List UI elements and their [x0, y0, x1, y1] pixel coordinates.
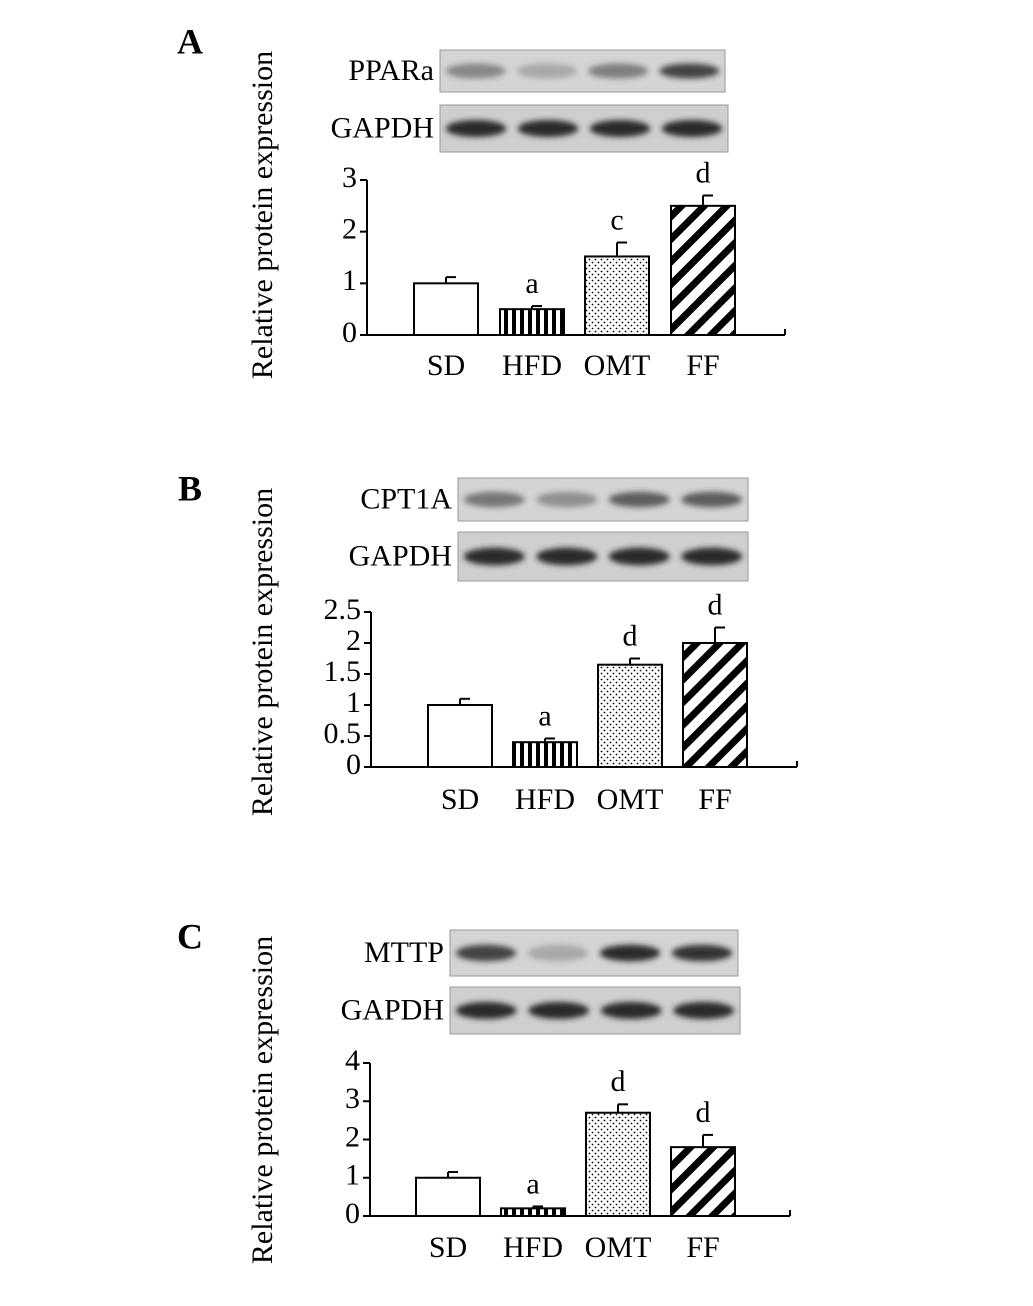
bar — [585, 1111, 651, 1217]
blot-band — [517, 120, 579, 137]
y-axis-title: Relative protein expression — [246, 488, 279, 816]
significance-label: a — [525, 267, 538, 300]
blot-band — [673, 1002, 735, 1019]
bar — [427, 704, 493, 768]
panel-label: A — [177, 21, 203, 61]
y-tick-label: 2.5 — [324, 593, 362, 626]
blot-label: GAPDH — [341, 993, 444, 1026]
blot-band — [681, 491, 743, 508]
blot-band — [608, 491, 670, 508]
blot-band — [600, 1002, 662, 1019]
blot-band — [455, 944, 517, 962]
blot-band — [661, 120, 723, 137]
significance-label: d — [696, 156, 711, 189]
blot-band — [671, 944, 733, 962]
bar — [670, 1146, 736, 1218]
significance-label: d — [708, 588, 723, 621]
x-tick-label: FF — [686, 349, 719, 382]
y-tick-label: 2 — [345, 1120, 360, 1153]
blot-label: CPT1A — [360, 482, 452, 515]
y-tick-label: 1 — [342, 264, 357, 297]
y-tick-label: 1 — [345, 1159, 360, 1192]
y-axis-title: Relative protein expression — [246, 51, 279, 379]
x-tick-label: SD — [429, 1231, 467, 1264]
x-tick-label: OMT — [585, 1231, 652, 1264]
y-tick-label: 0.5 — [324, 717, 362, 750]
bar — [413, 282, 479, 337]
panel-label: B — [178, 468, 202, 508]
bar — [597, 663, 663, 769]
bar — [682, 642, 748, 768]
blot-band — [463, 491, 525, 508]
x-tick-label: OMT — [597, 783, 664, 816]
blot-band — [599, 944, 661, 962]
panel-label: C — [177, 916, 203, 956]
y-tick-label: 0 — [342, 316, 357, 349]
bar — [584, 255, 650, 337]
blot-band — [516, 63, 577, 79]
y-tick-label: 0 — [345, 1197, 360, 1230]
blot-label: MTTP — [364, 936, 444, 969]
y-tick-label: 3 — [342, 161, 357, 194]
blot-band — [536, 547, 598, 566]
x-tick-label: FF — [698, 783, 731, 816]
significance-label: a — [526, 1167, 539, 1200]
blot-band — [588, 63, 649, 79]
bar — [415, 1176, 481, 1217]
y-axis-title: Relative protein expression — [246, 936, 279, 1264]
x-tick-label: SD — [441, 783, 479, 816]
significance-label: c — [610, 203, 623, 236]
bar — [670, 204, 736, 336]
bar — [500, 1207, 566, 1217]
blot-band — [659, 63, 720, 79]
blot-label: GAPDH — [349, 539, 452, 572]
y-tick-label: 1 — [346, 686, 361, 719]
x-tick-label: HFD — [515, 783, 575, 816]
y-tick-label: 4 — [345, 1044, 360, 1077]
y-tick-label: 2 — [346, 624, 361, 657]
significance-label: d — [696, 1096, 711, 1129]
blot-label: GAPDH — [331, 111, 434, 144]
blot-band — [589, 120, 651, 137]
blot-band — [463, 547, 525, 566]
blot-band — [528, 1002, 590, 1019]
y-tick-label: 2 — [342, 213, 357, 246]
bar — [499, 308, 565, 336]
x-tick-label: OMT — [584, 349, 651, 382]
blot-band — [536, 491, 598, 508]
significance-label: d — [623, 619, 638, 652]
y-tick-label: 1.5 — [324, 655, 362, 688]
blot-band — [608, 547, 670, 566]
y-tick-label: 3 — [345, 1082, 360, 1115]
significance-label: a — [538, 699, 551, 732]
blot-band — [681, 547, 743, 566]
y-tick-label: 0 — [346, 748, 361, 781]
x-tick-label: FF — [686, 1231, 719, 1264]
bar — [512, 741, 578, 769]
x-tick-label: HFD — [502, 349, 562, 382]
blot-band — [527, 944, 589, 962]
blot-label: PPARa — [348, 54, 434, 87]
x-tick-label: HFD — [503, 1231, 563, 1264]
x-tick-label: SD — [427, 349, 465, 382]
blot-band — [445, 120, 507, 137]
blot-band — [445, 63, 506, 79]
significance-label: d — [611, 1065, 626, 1098]
blot-band — [455, 1002, 517, 1019]
